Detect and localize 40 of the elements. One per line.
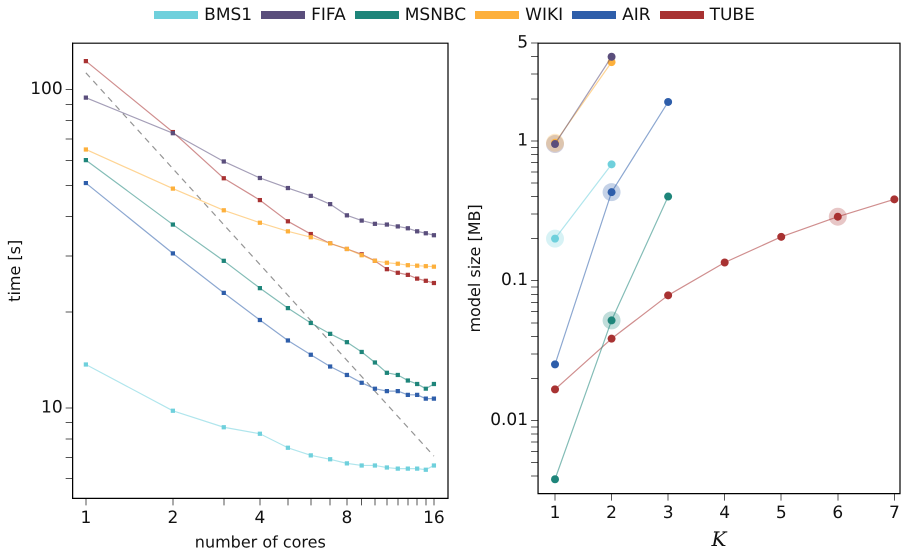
x-tick-label: 2 (606, 503, 617, 524)
x-tick-label: 4 (719, 503, 730, 524)
x-tick-label: 4 (254, 508, 266, 528)
y-tick-label: 0.01 (490, 410, 528, 430)
point (551, 360, 560, 368)
x-tick-label: 3 (662, 503, 674, 524)
point (608, 160, 616, 168)
point (551, 385, 560, 394)
legend-label: MSNBC (404, 5, 466, 25)
x-tick-label: 5 (776, 503, 787, 524)
x-tick-label: 6 (832, 503, 844, 524)
point (608, 52, 616, 61)
x-axis-title: K (710, 527, 728, 552)
y-tick-label: 0.1 (501, 270, 528, 290)
y-axis-title: time [s] (4, 240, 24, 302)
y-tick-label: 5 (517, 32, 528, 53)
point (890, 195, 898, 204)
point (720, 258, 729, 266)
x-tick-label: 7 (888, 503, 900, 524)
legend-label: BMS1 (204, 5, 252, 25)
y-tick-label: 10 (41, 397, 63, 418)
legend-label: TUBE (710, 5, 755, 25)
point (777, 232, 786, 241)
x-tick-label: 8 (341, 508, 352, 528)
x-tick-label: 2 (167, 508, 178, 528)
x-axis-title: number of cores (194, 532, 326, 552)
x-tick-label: 1 (80, 508, 92, 528)
y-axis-title: model size [MB] (464, 204, 484, 333)
x-tick-label: 1 (550, 503, 560, 524)
point (551, 475, 560, 484)
point (664, 192, 672, 201)
y-tick-label: 100 (30, 79, 63, 100)
y-tick-label: 1 (517, 130, 528, 150)
legend-label: AIR (622, 5, 651, 25)
legend-label: FIFA (311, 5, 346, 25)
x-tick-label: 16 (423, 508, 445, 528)
legend-label: WIKI (525, 5, 564, 25)
point (608, 334, 616, 343)
point (664, 98, 672, 106)
point (664, 291, 672, 300)
